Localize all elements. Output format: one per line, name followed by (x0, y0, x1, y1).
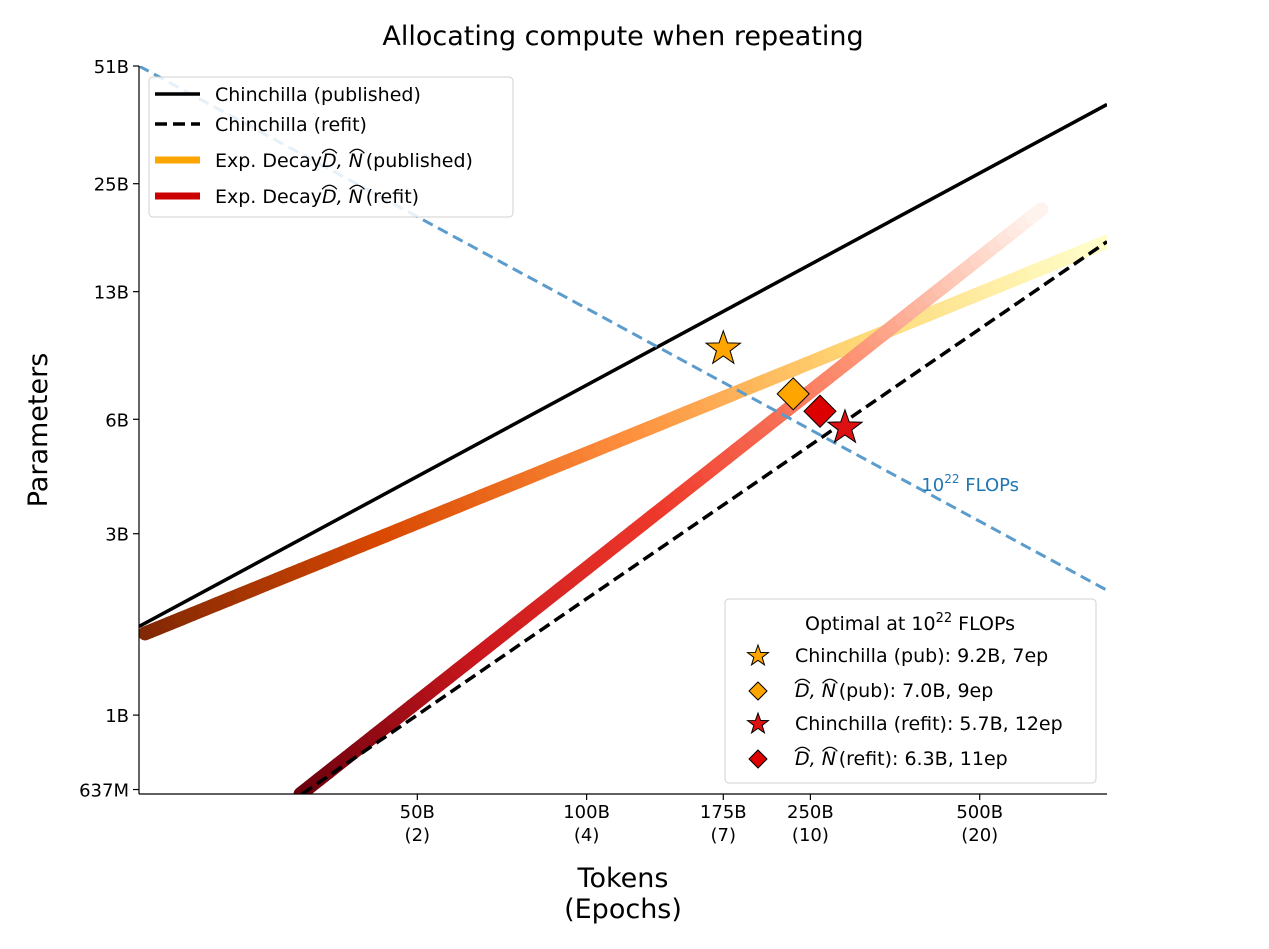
series-exp-decay-refit (293, 202, 1049, 794)
x-axis-label: Tokens (577, 863, 669, 894)
x-tick-label: 50B (400, 802, 435, 823)
legend-main-box (148, 76, 514, 218)
x-tick-sublabel: (2) (405, 825, 431, 846)
y-tick-label: 51B (94, 57, 129, 78)
hat-mark (794, 746, 811, 752)
y-tick-label: 13B (94, 283, 129, 304)
y-tick-label: 6B (105, 410, 129, 431)
legend-diamond-icon (748, 681, 768, 701)
y-tick-label: 637M (79, 781, 129, 802)
hat-mark (349, 184, 365, 190)
x-tick-sublabel: (10) (792, 825, 829, 846)
marker-chinchilla-refit (826, 408, 864, 444)
series-chinchilla-refit (301, 240, 1107, 794)
legend-optimal-label: Chinchilla (pub): 9.2B, 7ep (795, 645, 1048, 667)
hat-mark (794, 678, 811, 684)
legend-hat-label: D, N (321, 148, 365, 172)
x-tick-sublabel: (20) (961, 825, 998, 846)
y-tick-label: 3B (105, 525, 129, 546)
x-tick-label: 100B (563, 802, 610, 823)
math-D-N: D, N (795, 680, 836, 702)
hat-mark (349, 148, 365, 154)
legend-star-icon (746, 711, 770, 735)
legend-hat-label: D, N (321, 184, 365, 208)
legend-main-label: Chinchilla (published) (215, 84, 421, 106)
x-tick-label: 500B (956, 802, 1003, 823)
x-tick-label: 175B (700, 802, 747, 823)
iso-flops-line (139, 66, 1107, 592)
legend-hat-label: D, N (794, 678, 838, 702)
legend-main-label: (published) (366, 150, 473, 172)
series-chinchilla-published (139, 102, 1107, 629)
chart-title: Allocating compute when repeating (382, 21, 863, 52)
y-tick-label: 1B (105, 706, 129, 727)
legend-hat-label: D, N (794, 746, 838, 770)
hat-mark (822, 678, 838, 684)
marker-exp-decay-refit (803, 394, 837, 428)
marker-chinchilla-published (704, 329, 742, 365)
legend-optimal-title: Optimal at 1022 FLOPs (805, 611, 1015, 635)
series-segment (1024, 202, 1049, 224)
legend-star-icon (746, 643, 770, 667)
x-tick-sublabel: (7) (711, 825, 737, 846)
hat-mark (822, 746, 838, 752)
marker-exp-decay-published (776, 377, 810, 411)
y-tick-label: 25B (94, 175, 129, 196)
legend-optimal-label: (pub): 7.0B, 9ep (839, 680, 994, 702)
legend-main-label: Chinchilla (refit) (215, 114, 367, 136)
x-tick-sublabel: (4) (574, 825, 600, 846)
legend-main-label: Exp. Decay (215, 150, 322, 172)
legend-main-label: Exp. Decay (215, 186, 322, 208)
math-D-N: D, N (795, 748, 836, 770)
x-tick-label: 250B (787, 802, 834, 823)
legend-optimal-label: (refit): 6.3B, 11ep (839, 748, 1008, 770)
y-axis-label: Parameters (23, 353, 54, 508)
math-D-N: D, N (322, 150, 363, 172)
math-D-N: D, N (322, 186, 363, 208)
iso-flops-label: 1022 FLOPs (921, 472, 1019, 496)
x-axis-sublabel: (Epochs) (564, 894, 682, 925)
legend-diamond-icon (748, 749, 768, 769)
hat-mark (321, 148, 338, 154)
legend-optimal-box (724, 598, 1097, 784)
legend-optimal-label: Chinchilla (refit): 5.7B, 12ep (795, 713, 1063, 735)
series-exp-decay-published (139, 234, 1107, 641)
legend-main-label: (refit) (366, 186, 419, 208)
hat-mark (321, 184, 338, 190)
